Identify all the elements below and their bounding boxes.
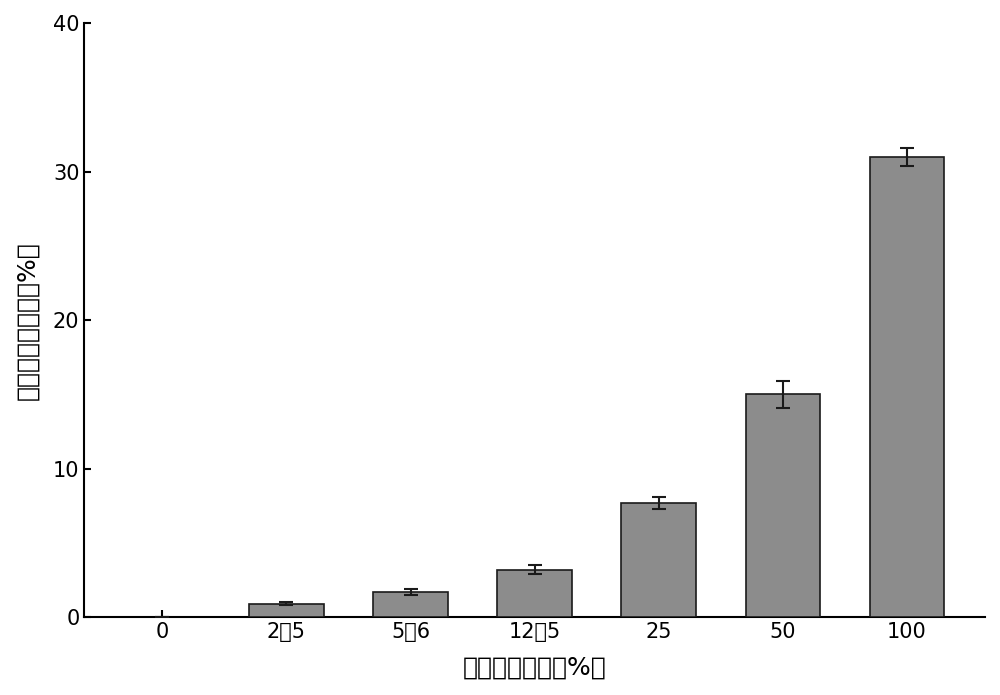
Bar [249, 604, 324, 617]
Bar [870, 156, 944, 617]
Bar [373, 592, 448, 617]
Bar [621, 503, 696, 617]
Bar [497, 570, 572, 617]
Y-axis label: 花粉离体萌发率（%）: 花粉离体萌发率（%） [15, 240, 39, 400]
X-axis label: 活性花粉比例（%）: 活性花粉比例（%） [463, 656, 606, 680]
Bar [746, 394, 820, 617]
